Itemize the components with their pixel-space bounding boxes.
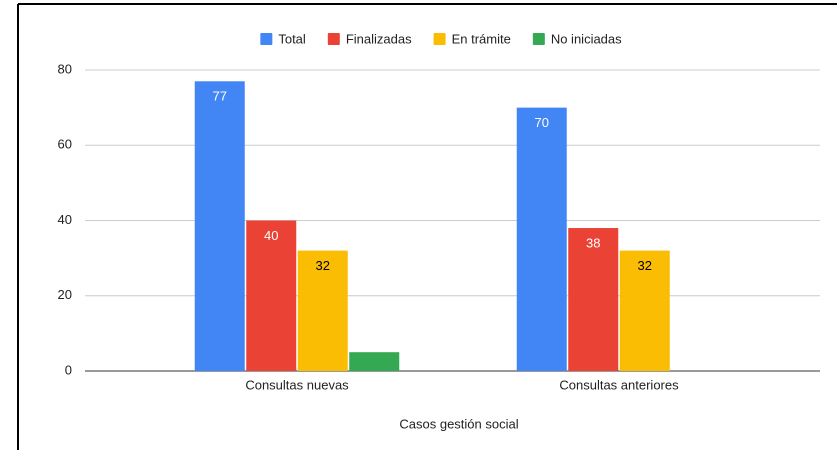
bar	[568, 228, 619, 371]
x-tick-label: Consultas anteriores	[559, 377, 679, 392]
y-tick-label: 80	[58, 61, 72, 76]
bar	[349, 352, 400, 371]
legend-swatch	[433, 33, 446, 45]
y-tick-label: 40	[58, 212, 72, 227]
data-label: 77	[213, 89, 227, 104]
x-tick-label: Consultas nuevas	[245, 377, 349, 392]
legend-swatch	[532, 33, 545, 45]
legend-label: No iniciadas	[551, 31, 622, 46]
bar	[516, 107, 567, 371]
data-label: 32	[638, 258, 652, 273]
data-label: 32	[316, 258, 330, 273]
bar	[297, 250, 348, 371]
legend-label: En trámite	[452, 31, 511, 46]
y-tick-label: 20	[58, 287, 72, 302]
y-tick-label: 60	[58, 137, 72, 152]
y-tick-label: 0	[65, 362, 72, 377]
legend-swatch	[260, 33, 273, 45]
data-label: 70	[535, 115, 549, 130]
legend-label: Total	[278, 31, 306, 46]
data-label: 38	[586, 235, 600, 250]
x-axis-title: Casos gestión social	[399, 416, 518, 431]
legend-label: Finalizadas	[346, 31, 412, 46]
bar	[246, 220, 297, 371]
legend-swatch	[327, 33, 340, 45]
bar	[619, 250, 670, 371]
data-label: 40	[264, 228, 278, 243]
bar	[194, 81, 245, 371]
